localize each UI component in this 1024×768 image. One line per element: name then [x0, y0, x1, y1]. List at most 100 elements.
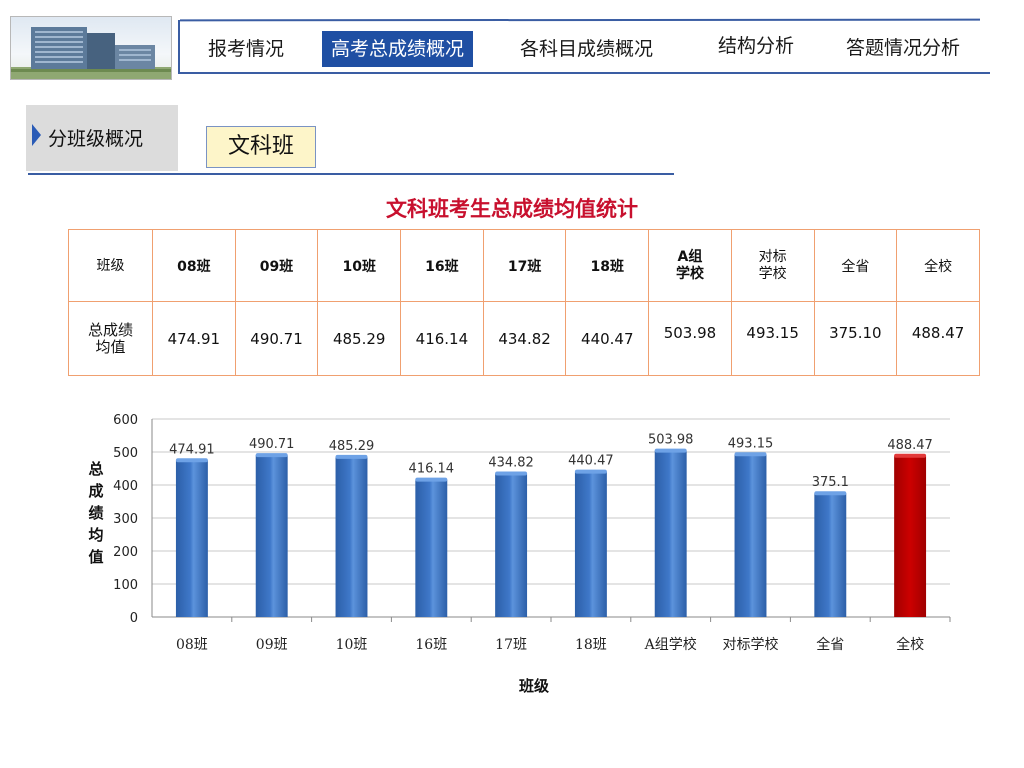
column-header-line2: 学校 [758, 265, 787, 282]
column-header-line1: A组 [677, 248, 703, 265]
score-table: 班级 08班 09班 10班 16班 17班 18班 A组 学校 对标 学校 全省 … [68, 229, 980, 376]
bar [255, 455, 288, 617]
bar-cap [175, 458, 208, 463]
data-label: 488.47 [887, 438, 933, 453]
bar-chart-svg: 0 100 200 300 400 500 600 474.91 08班 490.71 09班 485… [113, 413, 951, 653]
y-tick-label: 600 [113, 413, 138, 428]
bar [734, 454, 767, 617]
logo-image [10, 16, 172, 80]
nav-item-subject-score-overview[interactable]: 各科目成绩概况 [520, 38, 654, 60]
x-tick-label: A组学校 [644, 636, 697, 653]
bar-cap [335, 454, 368, 459]
bar [415, 479, 448, 617]
nav-item-registration[interactable]: 报考情况 [208, 38, 285, 60]
table-row: 总成绩 均值 474.91 490.71 485.29 416.14 434.82… [68, 301, 980, 376]
bar [894, 455, 927, 617]
column-header-line2: 学校 [675, 265, 704, 282]
y-tick-label: 300 [113, 512, 138, 527]
data-label: 440.47 [568, 454, 614, 469]
nav-bottom-rule [178, 72, 990, 74]
chart-y-axis-label: 总 成 绩 均 值 [84, 458, 108, 568]
column-header: 08班 [152, 229, 236, 302]
column-header: 16班 [400, 229, 484, 302]
row-label-line1: 总成绩 [87, 320, 133, 339]
value-cell: 416.14 [400, 301, 484, 376]
bar [495, 473, 528, 617]
bar-cap [894, 453, 927, 458]
data-label: 375.1 [812, 475, 849, 490]
data-label: 434.82 [488, 456, 533, 471]
bar-cap [415, 477, 448, 482]
nav-top-rule [179, 18, 981, 22]
bar [654, 450, 687, 617]
bar-cap [654, 448, 687, 453]
section-tab [26, 105, 178, 171]
x-tick-label: 对标学校 [723, 636, 779, 653]
column-header: 对标 学校 [730, 229, 815, 302]
data-label: 493.15 [728, 436, 774, 451]
table-title: 文科班考生总成绩均值统计 [386, 197, 638, 221]
column-header: A组 学校 [648, 229, 732, 302]
y-axis-label-char: 绩 [88, 504, 104, 522]
section-arrow-icon [32, 124, 41, 146]
value-cell: 375.10 [813, 301, 898, 376]
x-tick-label: 10班 [336, 637, 368, 653]
class-type-label: 文科班 [206, 126, 316, 168]
column-header-line1: 对标 [758, 248, 787, 265]
bar-cap [734, 452, 767, 457]
value-cell: 440.47 [565, 301, 650, 376]
bar [335, 456, 368, 617]
nav-item-total-score-overview[interactable]: 高考总成绩概况 [322, 31, 474, 67]
value-cell: 485.29 [317, 301, 402, 376]
bar [574, 471, 607, 617]
data-label: 474.91 [169, 442, 215, 457]
x-tick-label: 18班 [575, 637, 607, 653]
value-cell: 493.15 [730, 301, 815, 376]
value-cell: 503.98 [648, 301, 732, 376]
value-cell: 474.91 [152, 301, 236, 376]
column-header: 10班 [317, 229, 402, 302]
table-header-row: 班级 08班 09班 10班 16班 17班 18班 A组 学校 对标 学校 全省 … [68, 229, 980, 302]
data-label: 416.14 [409, 462, 455, 477]
y-axis-label-char: 值 [88, 548, 104, 566]
bar-cap [495, 471, 528, 476]
x-tick-label: 08班 [176, 637, 208, 653]
section-divider [28, 173, 674, 175]
y-tick-label: 200 [113, 545, 138, 560]
value-cell: 434.82 [482, 301, 567, 376]
bar-cap [574, 469, 607, 474]
nav-left-rule [178, 20, 180, 74]
y-tick-label: 0 [130, 611, 138, 626]
bar-cap [814, 491, 847, 496]
y-tick-label: 100 [113, 578, 138, 593]
column-header: 17班 [482, 229, 567, 302]
x-tick-label: 17班 [495, 637, 527, 653]
y-tick-label: 400 [113, 479, 138, 494]
column-header: 全校 [896, 229, 980, 302]
section-title: 分班级概况 [48, 128, 144, 150]
x-tick-label: 16班 [415, 637, 447, 653]
row-label-line2: 均值 [95, 337, 126, 356]
column-header: 09班 [234, 229, 319, 302]
bar-cap [255, 453, 288, 458]
nav-item-answer-analysis[interactable]: 答题情况分析 [846, 37, 961, 59]
bar [814, 493, 847, 617]
x-tick-label: 09班 [256, 637, 288, 653]
y-axis-label-char: 均 [88, 526, 104, 544]
bar-chart: 0 100 200 300 400 500 600 474.91 08班 490.71 09班 485… [80, 405, 980, 705]
value-cell: 488.47 [896, 301, 980, 376]
y-tick-label: 500 [113, 446, 138, 461]
y-axis-label-char: 成 [88, 482, 104, 500]
data-label: 490.71 [249, 437, 295, 452]
value-cell: 490.71 [234, 301, 319, 376]
column-header: 18班 [565, 229, 650, 302]
y-axis-label-char: 总 [88, 460, 104, 478]
data-label: 503.98 [648, 433, 694, 448]
bar [175, 460, 208, 617]
data-label: 485.29 [329, 439, 375, 454]
column-header: 全省 [813, 229, 898, 302]
row-header-cell: 班级 [68, 229, 153, 302]
x-tick-label: 全省 [816, 636, 844, 653]
chart-x-axis-label: 班级 [518, 677, 549, 695]
nav-item-structure-analysis[interactable]: 结构分析 [718, 35, 795, 57]
